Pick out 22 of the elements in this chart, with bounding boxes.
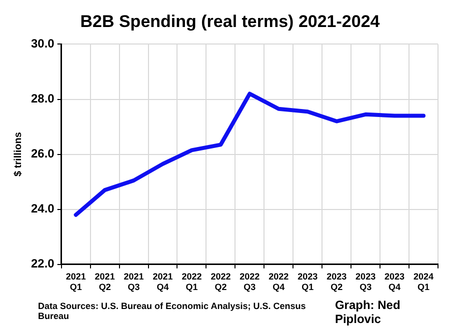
x-tick-label: 2023 Q1 bbox=[298, 271, 318, 292]
text: Graph: Ned Piplovic bbox=[334, 298, 402, 326]
y-axis-title: $ trillions bbox=[12, 132, 24, 177]
x-tick-label: 2021 Q2 bbox=[94, 271, 115, 292]
x-tick-label: 2021 Q4 bbox=[152, 271, 173, 292]
x-tick-label: 2022 Q3 bbox=[240, 271, 260, 292]
y-tick-label: 28.0 bbox=[30, 92, 55, 106]
x-tick-label: 2022 Q2 bbox=[210, 271, 231, 292]
x-tick-label: 2021 Q3 bbox=[124, 271, 144, 292]
y-tick-label: 26.0 bbox=[30, 146, 55, 161]
y-tick-label: 24.0 bbox=[30, 202, 55, 216]
x-tick-label: 2024 Q1 bbox=[414, 271, 434, 292]
chart-title: B2B Spending (real terms) 2021-2024 bbox=[79, 11, 381, 33]
x-tick-label: 2022 Q1 bbox=[182, 271, 202, 292]
y-tick-label: 22.0 bbox=[30, 256, 55, 271]
text: Data Sources: U.S. Bureau of Economic Analysis; U.S. Census Bureau bbox=[38, 301, 307, 321]
x-tick-label: 2022 Q4 bbox=[268, 271, 289, 292]
y-tick-label: 30.0 bbox=[30, 36, 55, 51]
x-tick-label: 2023 Q2 bbox=[326, 271, 347, 292]
x-tick-label: 2023 Q3 bbox=[356, 271, 376, 292]
x-tick-label: 2021 Q1 bbox=[66, 271, 86, 292]
x-tick-label: 2023 Q4 bbox=[384, 271, 405, 292]
